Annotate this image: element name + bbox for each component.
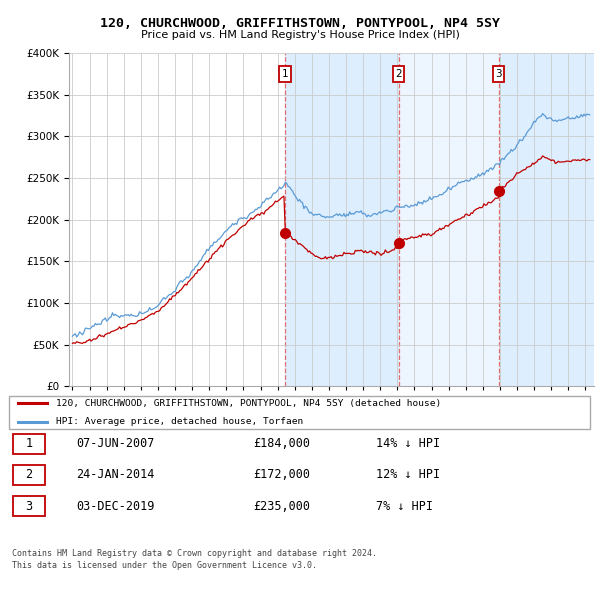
FancyBboxPatch shape xyxy=(9,395,590,430)
Text: Price paid vs. HM Land Registry's House Price Index (HPI): Price paid vs. HM Land Registry's House … xyxy=(140,31,460,40)
Text: This data is licensed under the Open Government Licence v3.0.: This data is licensed under the Open Gov… xyxy=(12,560,317,569)
FancyBboxPatch shape xyxy=(13,496,46,516)
Bar xyxy=(398,53,499,386)
Text: 120, CHURCHWOOD, GRIFFITHSTOWN, PONTYPOOL, NP4 5SY: 120, CHURCHWOOD, GRIFFITHSTOWN, PONTYPOO… xyxy=(100,17,500,30)
Text: 7% ↓ HPI: 7% ↓ HPI xyxy=(376,500,433,513)
FancyBboxPatch shape xyxy=(13,465,46,485)
Text: 3: 3 xyxy=(25,500,32,513)
Bar xyxy=(499,53,594,386)
Text: £184,000: £184,000 xyxy=(253,437,310,450)
Text: 1: 1 xyxy=(25,437,32,450)
Text: 3: 3 xyxy=(495,69,502,79)
Text: 12% ↓ HPI: 12% ↓ HPI xyxy=(376,468,440,481)
Text: 03-DEC-2019: 03-DEC-2019 xyxy=(77,500,155,513)
Text: £235,000: £235,000 xyxy=(253,500,310,513)
Text: Contains HM Land Registry data © Crown copyright and database right 2024.: Contains HM Land Registry data © Crown c… xyxy=(12,549,377,558)
Text: 2: 2 xyxy=(395,69,402,79)
Text: 14% ↓ HPI: 14% ↓ HPI xyxy=(376,437,440,450)
FancyBboxPatch shape xyxy=(13,434,46,454)
Text: 1: 1 xyxy=(282,69,289,79)
Text: 2: 2 xyxy=(25,468,32,481)
Text: 24-JAN-2014: 24-JAN-2014 xyxy=(77,468,155,481)
Text: £172,000: £172,000 xyxy=(253,468,310,481)
Text: 120, CHURCHWOOD, GRIFFITHSTOWN, PONTYPOOL, NP4 5SY (detached house): 120, CHURCHWOOD, GRIFFITHSTOWN, PONTYPOO… xyxy=(56,399,441,408)
Text: 07-JUN-2007: 07-JUN-2007 xyxy=(77,437,155,450)
Bar xyxy=(285,53,398,386)
Text: HPI: Average price, detached house, Torfaen: HPI: Average price, detached house, Torf… xyxy=(56,417,303,426)
